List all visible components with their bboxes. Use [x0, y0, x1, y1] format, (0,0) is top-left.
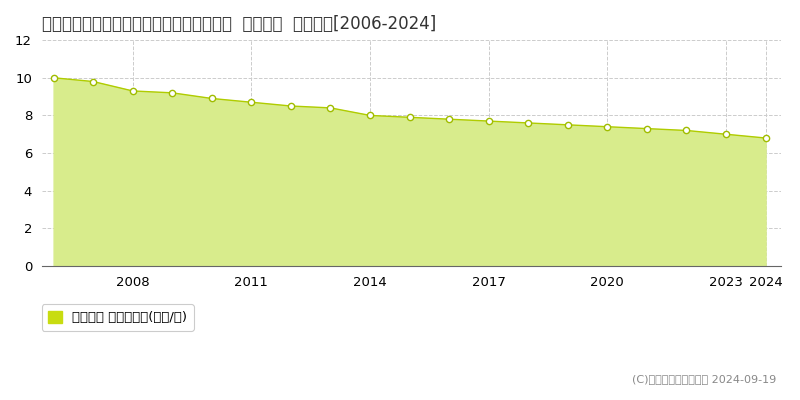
Text: 島根県隠岐郡隠岐の島町有木月無４番７外  公示地価  地価推移[2006-2024]: 島根県隠岐郡隠岐の島町有木月無４番７外 公示地価 地価推移[2006-2024] [42, 15, 436, 33]
Text: (C)土地価格ドットコム 2024-09-19: (C)土地価格ドットコム 2024-09-19 [632, 374, 776, 384]
Legend: 公示地価 平均坪単価(万円/坪): 公示地価 平均坪単価(万円/坪) [42, 304, 194, 331]
